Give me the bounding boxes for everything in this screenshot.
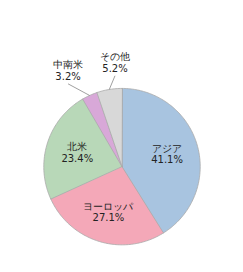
svg-text:北米23.4%: 北米23.4% bbox=[61, 141, 93, 164]
svg-text:アジア41.1%: アジア41.1% bbox=[151, 143, 183, 166]
svg-text:その他5.2%: その他5.2% bbox=[100, 51, 130, 73]
svg-text:中南米3.2%: 中南米3.2% bbox=[53, 59, 83, 82]
svg-text:ヨーロッパ27.1%: ヨーロッパ27.1% bbox=[83, 201, 134, 224]
